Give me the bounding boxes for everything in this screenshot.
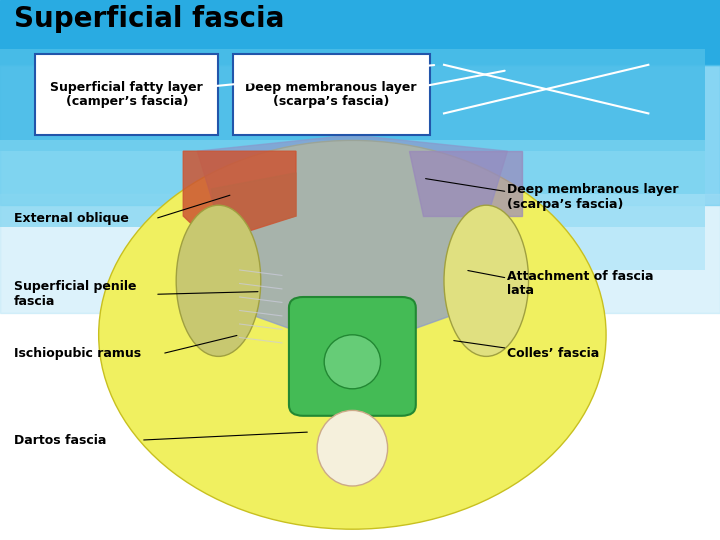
Ellipse shape <box>317 410 387 486</box>
FancyBboxPatch shape <box>35 54 218 135</box>
Text: Superficial fatty layer
(camper’s fascia): Superficial fatty layer (camper’s fascia… <box>50 80 203 109</box>
Text: Attachment of fascia
lata: Attachment of fascia lata <box>508 269 654 298</box>
FancyBboxPatch shape <box>0 140 705 227</box>
Polygon shape <box>197 135 508 351</box>
Ellipse shape <box>176 205 261 356</box>
Text: Colles’ fascia: Colles’ fascia <box>508 347 600 360</box>
Text: External oblique: External oblique <box>14 212 129 225</box>
Text: Ischiopubic ramus: Ischiopubic ramus <box>14 347 141 360</box>
Ellipse shape <box>324 335 381 389</box>
Ellipse shape <box>444 205 528 356</box>
Polygon shape <box>409 151 521 216</box>
Text: Dartos fascia: Dartos fascia <box>14 434 107 447</box>
Text: Deep membranous layer
(scarpa’s fascia): Deep membranous layer (scarpa’s fascia) <box>246 80 417 109</box>
Polygon shape <box>212 173 296 238</box>
FancyBboxPatch shape <box>233 54 430 135</box>
FancyBboxPatch shape <box>289 297 415 416</box>
Text: Superficial fascia: Superficial fascia <box>14 5 284 33</box>
Text: Deep membranous layer
(scarpa’s fascia): Deep membranous layer (scarpa’s fascia) <box>508 183 679 211</box>
Polygon shape <box>183 151 296 243</box>
Ellipse shape <box>99 140 606 529</box>
FancyBboxPatch shape <box>212 194 705 270</box>
FancyBboxPatch shape <box>0 49 705 151</box>
Text: Superficial penile
fascia: Superficial penile fascia <box>14 280 137 308</box>
